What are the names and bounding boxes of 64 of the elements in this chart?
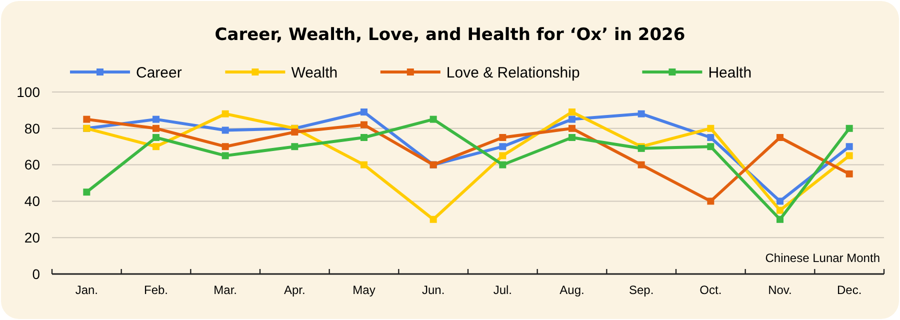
point: [222, 110, 229, 118]
point: [846, 143, 853, 150]
x-tick-label: May: [352, 283, 376, 297]
x-tick-label: Dec.: [836, 283, 862, 297]
y-tick-label: 40: [24, 193, 40, 210]
y-tick-label: 0: [32, 266, 40, 282]
x-tick-label: Feb.: [144, 283, 168, 297]
legend-label: Health: [708, 64, 752, 82]
point: [776, 206, 784, 214]
point: [568, 108, 576, 116]
point: [499, 134, 506, 141]
point: [707, 143, 714, 150]
x-tick-label: Oct.: [700, 283, 722, 297]
x-tick-label: Jul.: [493, 283, 512, 297]
x-tick-label: Jun.: [422, 283, 445, 297]
x-tick-label: Sep.: [628, 283, 654, 297]
point: [83, 188, 90, 196]
point: [638, 110, 645, 118]
point: [152, 124, 160, 132]
point: [222, 152, 229, 160]
point: [707, 124, 714, 132]
point: [568, 116, 576, 123]
legend-label: Wealth: [291, 64, 338, 82]
x-tick-label: Nov.: [768, 283, 792, 297]
point: [499, 161, 506, 168]
legend-label: Career: [136, 64, 182, 82]
y-tick-label: 20: [24, 230, 40, 246]
point: [568, 124, 576, 132]
point: [846, 152, 853, 160]
point: [291, 128, 298, 136]
x-tick-label: Mar.: [214, 283, 238, 297]
point: [291, 143, 298, 150]
point: [360, 108, 368, 116]
point: [707, 198, 714, 205]
x-axis-title: Chinese Lunar Month: [765, 251, 880, 265]
point: [499, 152, 506, 160]
point: [222, 143, 229, 150]
y-tick-label: 80: [24, 120, 40, 136]
point: [638, 161, 645, 168]
point: [707, 134, 714, 141]
point: [430, 216, 437, 223]
y-tick-label: 100: [16, 84, 40, 100]
point: [360, 121, 368, 128]
point: [846, 170, 853, 178]
point: [152, 116, 160, 123]
point: [360, 134, 368, 141]
point: [222, 126, 229, 134]
chart-title: Career, Wealth, Love, and Health for ‘Ox’ in 2026: [214, 25, 686, 45]
point: [83, 116, 90, 123]
legend-label: Love & Relationship: [446, 64, 580, 82]
point: [846, 124, 853, 132]
x-tick-label: Apr.: [284, 283, 306, 297]
point: [360, 161, 368, 168]
point: [499, 143, 506, 150]
x-tick-label: Aug.: [560, 283, 584, 297]
point: [776, 198, 784, 205]
point: [568, 134, 576, 141]
y-tick-label: 60: [24, 156, 40, 173]
point: [430, 116, 437, 123]
point: [776, 134, 784, 141]
point: [152, 134, 160, 141]
x-tick-label: Jan.: [75, 283, 98, 297]
point: [776, 216, 784, 223]
point: [152, 143, 160, 150]
